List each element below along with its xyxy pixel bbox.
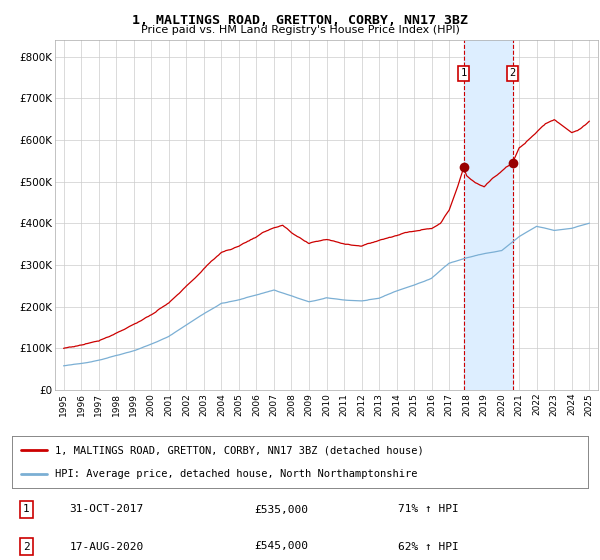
Text: 2: 2: [509, 68, 516, 78]
Text: 1, MALTINGS ROAD, GRETTON, CORBY, NN17 3BZ: 1, MALTINGS ROAD, GRETTON, CORBY, NN17 3…: [132, 14, 468, 27]
Text: 71% ↑ HPI: 71% ↑ HPI: [398, 505, 458, 515]
Text: Price paid vs. HM Land Registry's House Price Index (HPI): Price paid vs. HM Land Registry's House …: [140, 25, 460, 35]
Text: 17-AUG-2020: 17-AUG-2020: [70, 542, 144, 552]
Text: 1: 1: [461, 68, 467, 78]
Bar: [464, 40, 512, 390]
Text: 1, MALTINGS ROAD, GRETTON, CORBY, NN17 3BZ (detached house): 1, MALTINGS ROAD, GRETTON, CORBY, NN17 3…: [55, 445, 424, 455]
Text: HPI: Average price, detached house, North Northamptonshire: HPI: Average price, detached house, Nort…: [55, 469, 418, 479]
Text: 2: 2: [23, 542, 30, 552]
Text: 31-OCT-2017: 31-OCT-2017: [70, 505, 144, 515]
Text: 62% ↑ HPI: 62% ↑ HPI: [398, 542, 458, 552]
Text: £535,000: £535,000: [254, 505, 308, 515]
Text: 1: 1: [23, 505, 30, 515]
Text: £545,000: £545,000: [254, 542, 308, 552]
